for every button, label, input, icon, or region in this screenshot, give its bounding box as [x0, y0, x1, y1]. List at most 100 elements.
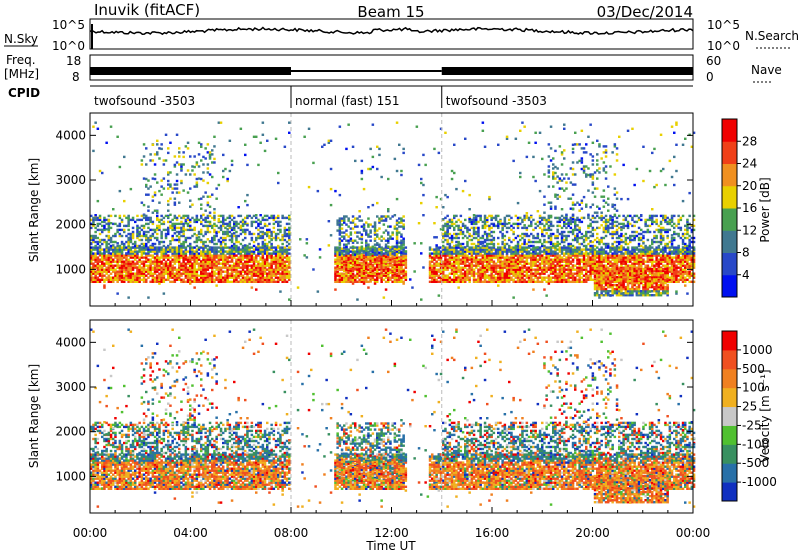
power-cell [213, 243, 216, 245]
power-cell [121, 280, 124, 282]
power-cell [213, 272, 216, 274]
power-cell [270, 215, 273, 217]
power-cell [482, 254, 485, 256]
power-cell [207, 204, 210, 206]
power-cell [218, 246, 221, 248]
power-cell [545, 246, 548, 248]
power-cell [92, 263, 95, 265]
power-cell [394, 214, 397, 216]
power-cell [361, 160, 364, 162]
power-cell [354, 223, 357, 225]
power-cell [99, 233, 102, 235]
power-cell [215, 284, 218, 286]
power-cell [136, 215, 139, 217]
power-cell [471, 239, 474, 241]
power-cell [187, 169, 190, 171]
power-cell [156, 259, 159, 261]
power-cell [202, 225, 205, 227]
power-cell [380, 256, 383, 258]
power-cell [402, 148, 405, 150]
power-cell [125, 279, 128, 281]
power-cell [167, 187, 170, 189]
power-cell [277, 259, 280, 261]
power-cell [191, 229, 194, 231]
power-cell [97, 128, 100, 130]
power-cell [125, 256, 128, 258]
power-cell [207, 278, 210, 280]
power-cell [345, 240, 348, 242]
power-cell [367, 272, 370, 274]
power-cell [550, 206, 553, 208]
power-cell [565, 173, 568, 175]
power-cell [565, 214, 568, 216]
power-cell [165, 246, 168, 248]
power-cell [343, 235, 346, 237]
power-cell [387, 279, 390, 281]
power-cell [479, 267, 482, 269]
power-cell [145, 194, 148, 196]
power-cell [160, 231, 163, 233]
power-cell [158, 219, 161, 221]
power-cell [559, 246, 562, 248]
power-cell [189, 282, 192, 284]
power-cell [101, 172, 104, 174]
power-cell [389, 238, 392, 240]
power-cell [517, 223, 520, 225]
power-cell [552, 259, 555, 261]
power-cell [464, 271, 467, 273]
nsearch-tick-bottom: 10^0 [707, 39, 740, 53]
power-cell [365, 262, 368, 264]
power-cell [528, 142, 531, 144]
power-cell [530, 233, 533, 235]
power-cell [125, 241, 128, 243]
power-cell [482, 245, 485, 247]
power-cell [374, 238, 377, 240]
power-cell [477, 239, 480, 241]
power-cell [202, 279, 205, 281]
power-cell [182, 189, 185, 191]
power-cell [453, 215, 456, 217]
power-cell [211, 161, 214, 163]
power-cell [455, 225, 458, 227]
power-cell [339, 217, 342, 219]
power-cell [460, 231, 463, 233]
power-cell [174, 246, 177, 248]
power-cell [240, 215, 243, 217]
power-cell [528, 235, 531, 237]
power-cell [147, 210, 150, 212]
power-cell [532, 219, 535, 221]
power-cell [288, 223, 291, 225]
power-cell [413, 270, 416, 272]
power-cell [453, 172, 456, 174]
power-cell [400, 217, 403, 219]
power-cell [409, 278, 412, 280]
power-cell [512, 279, 515, 281]
power-cell [537, 246, 540, 248]
nave-label: Nave [751, 63, 782, 77]
power-cell [176, 161, 179, 163]
power-cell [200, 246, 203, 248]
power-cell [336, 260, 339, 262]
power-cell [119, 190, 122, 192]
power-cell [561, 179, 564, 181]
power-cell [169, 243, 172, 245]
power-cell [235, 245, 238, 247]
power-cell [97, 229, 100, 231]
power-cell [515, 223, 518, 225]
power-cell [284, 231, 287, 233]
power-cell [504, 259, 507, 261]
power-cell [264, 219, 267, 221]
power-cell [277, 215, 280, 217]
power-cell [512, 246, 515, 248]
power-cell [185, 237, 188, 239]
power-cell [264, 259, 267, 261]
power-cell [387, 256, 390, 258]
power-cell [99, 229, 102, 231]
power-cell [519, 245, 522, 247]
power-cell [339, 238, 342, 240]
power-cell [288, 216, 291, 218]
power-cell [345, 223, 348, 225]
power-cell [486, 275, 489, 277]
power-cell [545, 219, 548, 221]
power-cell [110, 277, 113, 279]
